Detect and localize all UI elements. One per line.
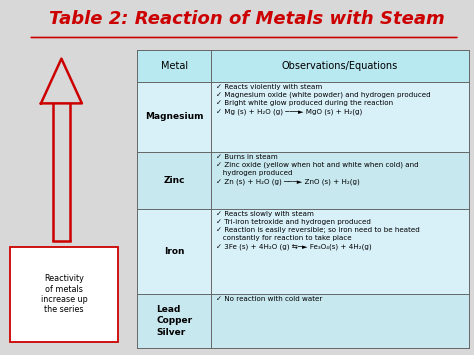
Text: Observations/Equations: Observations/Equations	[282, 61, 398, 71]
Text: Lead
Copper
Silver: Lead Copper Silver	[156, 305, 192, 337]
Bar	[10, 246, 118, 342]
Text: Metal: Metal	[161, 61, 188, 71]
Text: Reactivity
of metals
increase up
the series: Reactivity of metals increase up the ser…	[41, 274, 87, 314]
Text: Magnesium: Magnesium	[145, 112, 203, 121]
Text: ✓ No reaction with cold water: ✓ No reaction with cold water	[216, 296, 322, 302]
Text: ✓ Reacts slowly with steam
✓ Tri-iron tetroxide and hydrogen produced
✓ Reaction: ✓ Reacts slowly with steam ✓ Tri-iron te…	[216, 211, 420, 250]
Text: Iron: Iron	[164, 247, 184, 256]
Text: Table 2: Reaction of Metals with Steam: Table 2: Reaction of Metals with Steam	[49, 10, 444, 28]
Text: Zinc: Zinc	[164, 176, 185, 185]
Text: ✓ Burns in steam
✓ Zinc oxide (yellow when hot and white when cold) and
   hydro: ✓ Burns in steam ✓ Zinc oxide (yellow wh…	[216, 154, 419, 185]
Text: ✓ Reacts violently with steam
✓ Magnesium oxide (white powder) and hydrogen prod: ✓ Reacts violently with steam ✓ Magnesiu…	[216, 84, 431, 115]
